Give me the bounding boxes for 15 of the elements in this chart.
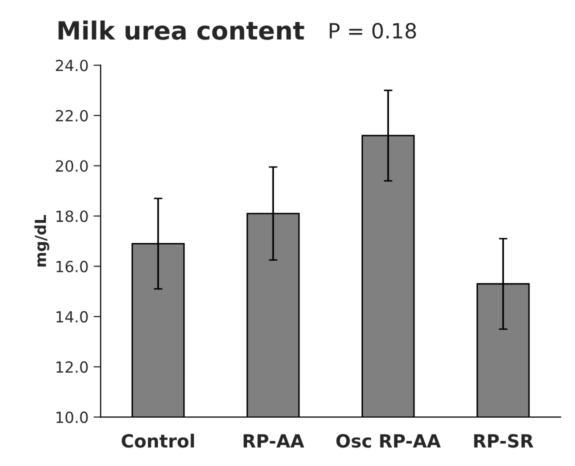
y-tick-label: 12.0 xyxy=(56,361,88,373)
y-axis-title: mg/dL xyxy=(34,215,50,266)
y-tick-label: 16.0 xyxy=(56,260,88,272)
x-tick-label: Osc RP-AA xyxy=(336,434,441,448)
y-tick-label: 18.0 xyxy=(56,210,88,222)
y-tick-label: 10.0 xyxy=(56,412,88,424)
x-tick-label: RP-AA xyxy=(244,434,304,448)
x-tick-label: Control xyxy=(122,434,194,448)
chart-title: Milk urea content xyxy=(58,20,304,40)
text: P = 0.18 xyxy=(330,22,416,39)
y-tick-label: 24.0 xyxy=(56,60,88,72)
y-tick-label: 22.0 xyxy=(56,110,88,122)
y-tick-label: 14.0 xyxy=(56,311,88,323)
y-tick-label: 20.0 xyxy=(56,160,88,172)
x-tick-label: RP-SR xyxy=(474,434,534,448)
